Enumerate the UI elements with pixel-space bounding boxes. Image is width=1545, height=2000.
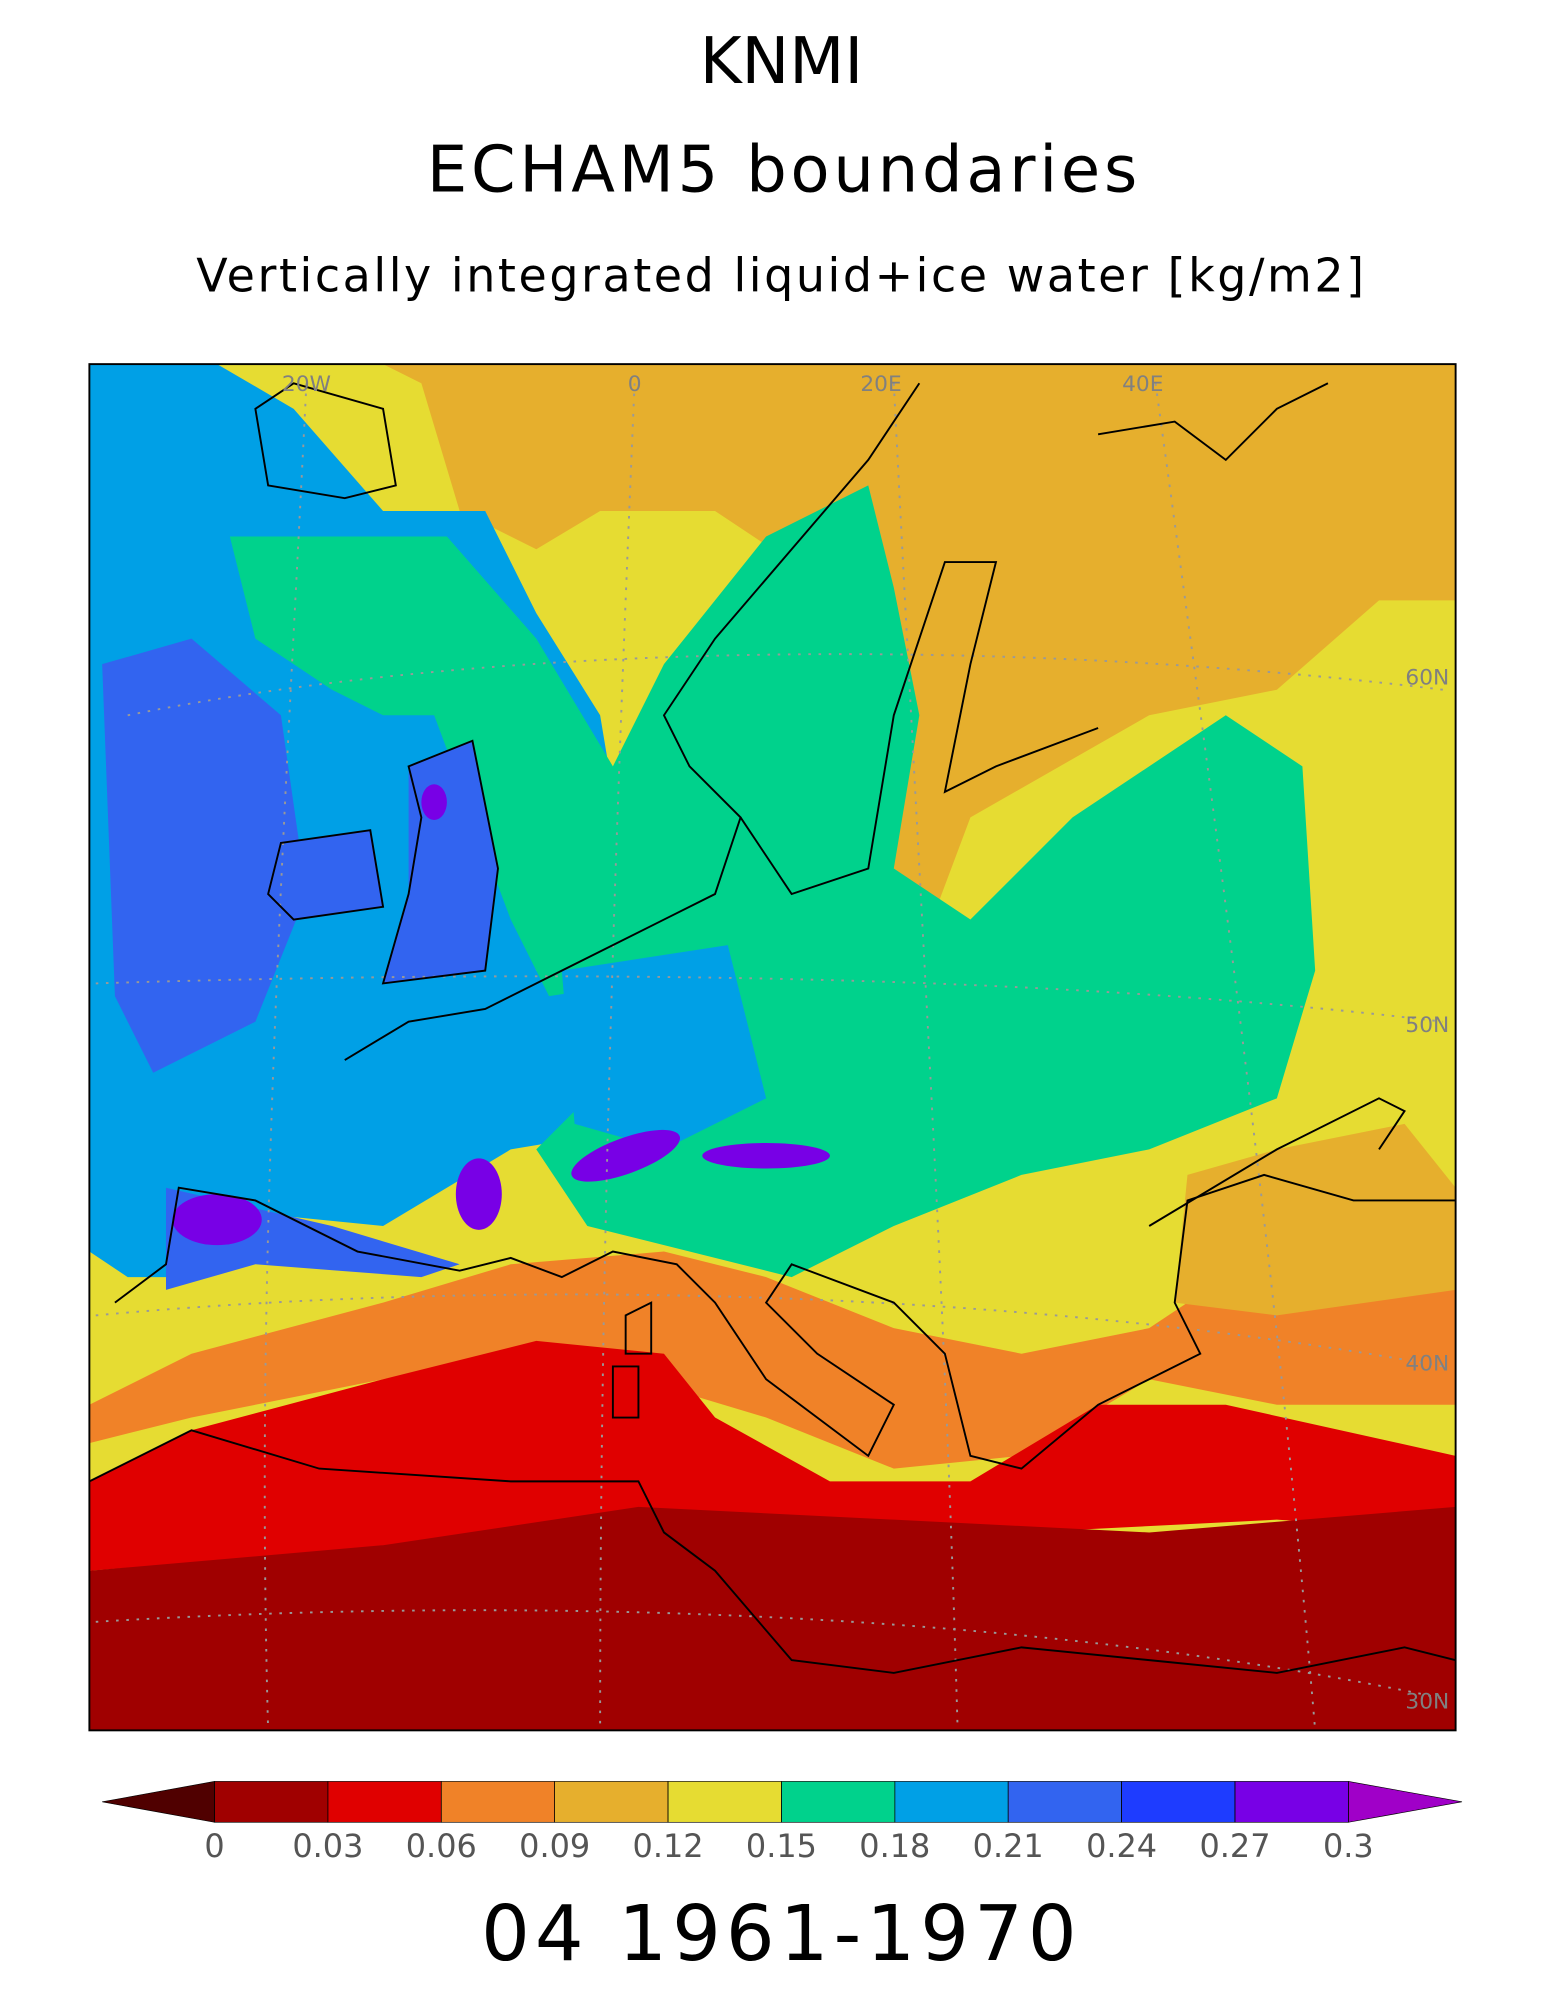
graticule-label: 40E (1122, 372, 1163, 397)
field-region (383, 364, 1456, 920)
graticule-label: 20W (282, 372, 331, 397)
field-region (383, 740, 498, 984)
colorbar-box (894, 1781, 1009, 1823)
field-region (1174, 1123, 1456, 1316)
period-label: 04 1961-1970 (481, 1890, 1082, 1979)
field-region (89, 1340, 1456, 1571)
colorbar-tick-label: 0 (204, 1827, 224, 1865)
field-region (455, 1158, 502, 1230)
field-region (89, 1506, 1456, 1731)
variable-title: Vertically integrated liquid+ice water [… (196, 248, 1366, 302)
colorbar-box (1121, 1781, 1236, 1823)
map: 20W 0 20E 40E 60N 50N 40N 30N (88, 363, 1457, 1732)
colorbar-tick-label: 0.15 (746, 1827, 817, 1865)
graticule-label: 60N (1405, 666, 1449, 691)
colorbar-box (214, 1781, 329, 1823)
colorbar-box (667, 1781, 782, 1823)
colorbar-tick-label: 0.06 (406, 1827, 477, 1865)
field-region (571, 1129, 680, 1182)
field-region (561, 945, 767, 1150)
colorbar-tick-label: 0.3 (1323, 1827, 1374, 1865)
title: KNMI (700, 25, 864, 99)
colorbar-box (781, 1781, 896, 1823)
field-region (89, 1213, 1456, 1469)
field-region (421, 784, 447, 820)
field-region (280, 830, 384, 920)
graticule-label: 50N (1405, 1013, 1449, 1038)
graticule-label: 30N (1405, 1690, 1449, 1715)
colorbar-box (440, 1781, 555, 1823)
colorbar: 0 0.03 0.06 0.09 0.12 0.15 0.18 0.21 0.24 0.27 0.3 (102, 1781, 1463, 1865)
colorbar-under (102, 1781, 215, 1823)
colorbar-box (1007, 1781, 1122, 1823)
graticule-label: 0 (628, 372, 642, 397)
colorbar-box (554, 1781, 669, 1823)
field-region (102, 638, 307, 1073)
colorbar-box (1234, 1781, 1349, 1823)
colorbar-tick-label: 0.09 (519, 1827, 590, 1865)
colorbar-tick-label: 0.12 (633, 1827, 704, 1865)
colorbar-tick-label: 0.18 (859, 1827, 930, 1865)
field-region (702, 1143, 830, 1169)
subtitle: ECHAM5 boundaries (427, 134, 1141, 208)
field-region (172, 1194, 262, 1246)
colorbar-over (1348, 1781, 1463, 1823)
colorbar-tick-label: 0.24 (1086, 1827, 1157, 1865)
colorbar-tick-label: 0.27 (1199, 1827, 1270, 1865)
graticule (95, 383, 1444, 1731)
colorbar-tick-label: 0.03 (292, 1827, 363, 1865)
colorbar-box (327, 1781, 442, 1823)
graticule-label: 20E (860, 372, 901, 397)
graticule-label: 40N (1405, 1351, 1449, 1376)
colorbar-tick-label: 0.21 (973, 1827, 1044, 1865)
field-region (229, 485, 1316, 1278)
coastline (89, 382, 1456, 1674)
field (89, 364, 1456, 1731)
map-frame (88, 363, 1457, 1732)
